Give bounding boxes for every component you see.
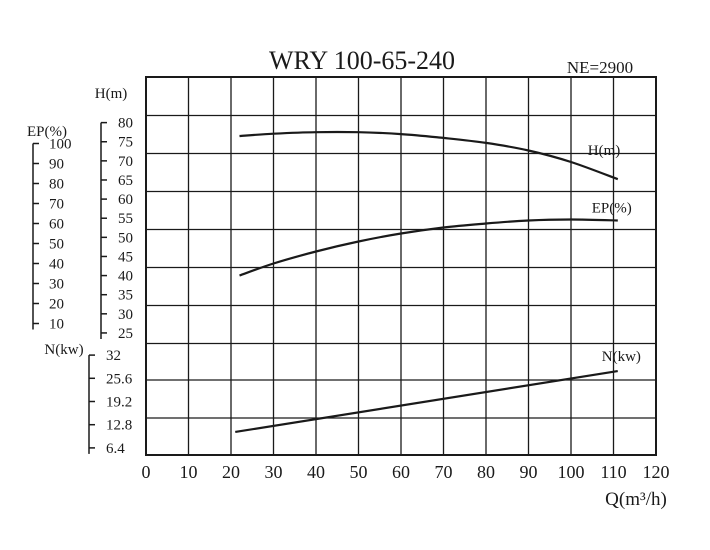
head-tick-label: 45 bbox=[118, 249, 133, 265]
head-tick-label: 50 bbox=[118, 230, 133, 246]
power-axis: N(kw) 6.4 12.8 19.2 25.6 32 bbox=[44, 342, 132, 457]
efficiency-tick-label: 10 bbox=[49, 317, 64, 333]
efficiency-curve bbox=[239, 218, 618, 277]
head-curve bbox=[239, 130, 619, 181]
head-tick-label: 65 bbox=[118, 173, 133, 189]
head-tick-label: 80 bbox=[118, 116, 133, 132]
x-tick-label: 10 bbox=[180, 462, 198, 482]
head-tick-label: 40 bbox=[118, 269, 133, 285]
x-tick-label: 120 bbox=[643, 462, 670, 482]
efficiency-tick-label: 20 bbox=[49, 297, 64, 313]
head-tick-label: 35 bbox=[118, 288, 133, 304]
efficiency-axis-label: EP(%) bbox=[27, 124, 67, 140]
power-tick-label: 32 bbox=[106, 348, 121, 364]
x-axis-ticks: 0 10 20 30 40 50 60 70 80 90 100 110 120 bbox=[142, 462, 670, 482]
x-tick-label: 70 bbox=[435, 462, 453, 482]
efficiency-axis: EP(%) 10 20 30 40 50 60 70 80 90 100 bbox=[27, 124, 72, 333]
curve-labels: H(m) EP(%) N(kw) bbox=[588, 143, 641, 365]
x-tick-label: 60 bbox=[392, 462, 410, 482]
efficiency-curve-label: EP(%) bbox=[592, 201, 632, 217]
head-tick-label: 70 bbox=[118, 154, 133, 170]
power-tick-label: 19.2 bbox=[106, 395, 132, 411]
efficiency-tick-label: 90 bbox=[49, 157, 64, 173]
x-tick-label: 40 bbox=[307, 462, 325, 482]
power-tick-label: 25.6 bbox=[106, 371, 133, 387]
x-tick-label: 110 bbox=[600, 462, 626, 482]
power-tick-label: 6.4 bbox=[106, 441, 125, 457]
efficiency-tick-label: 60 bbox=[49, 217, 64, 233]
x-tick-label: 20 bbox=[222, 462, 240, 482]
head-tick-label: 25 bbox=[118, 326, 133, 342]
x-axis-label: Q(m³/h) bbox=[605, 489, 667, 510]
efficiency-tick-label: 50 bbox=[49, 237, 64, 253]
x-tick-label: 80 bbox=[477, 462, 495, 482]
power-tick-label: 12.8 bbox=[106, 418, 132, 434]
head-axis-label: H(m) bbox=[95, 86, 128, 102]
efficiency-tick-label: 80 bbox=[49, 177, 64, 193]
chart-title: WRY 100-65-240 bbox=[269, 46, 455, 75]
x-tick-label: 30 bbox=[265, 462, 283, 482]
power-curve-label: N(kw) bbox=[602, 349, 641, 365]
head-axis: H(m) 25 30 35 40 45 50 55 60 65 70 75 80 bbox=[95, 86, 133, 342]
efficiency-tick-label: 30 bbox=[49, 277, 64, 293]
curves bbox=[235, 130, 619, 434]
x-tick-label: 90 bbox=[520, 462, 538, 482]
head-tick-label: 75 bbox=[118, 135, 133, 151]
power-axis-label: N(kw) bbox=[44, 342, 83, 358]
x-tick-label: 50 bbox=[350, 462, 368, 482]
head-tick-label: 55 bbox=[118, 211, 133, 227]
x-tick-label: 0 bbox=[142, 462, 151, 482]
plot-frame bbox=[145, 76, 657, 456]
head-curve-label: H(m) bbox=[588, 143, 621, 159]
speed-label: NE=2900 bbox=[567, 58, 633, 77]
head-tick-label: 30 bbox=[118, 307, 133, 323]
head-tick-label: 60 bbox=[118, 192, 133, 208]
x-tick-label: 100 bbox=[558, 462, 585, 482]
power-curve bbox=[235, 369, 618, 434]
efficiency-tick-label: 40 bbox=[49, 257, 64, 273]
efficiency-tick-label: 70 bbox=[49, 197, 64, 213]
efficiency-tick-label: 100 bbox=[49, 137, 72, 153]
